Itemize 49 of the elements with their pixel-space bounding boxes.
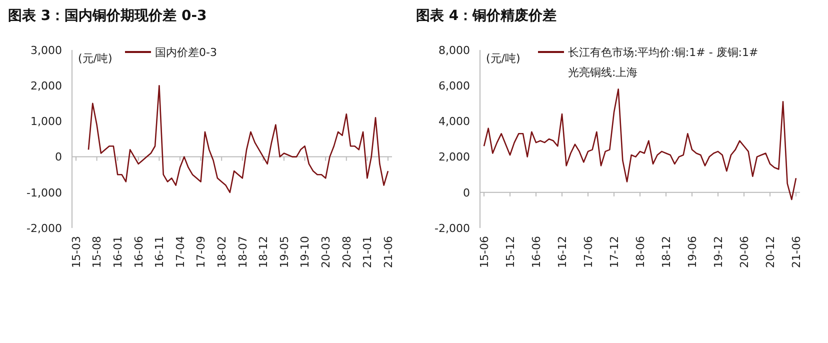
y-tick-label: -2,000 — [434, 222, 470, 235]
chart-title: 图表 4：铜价精废价差 — [416, 7, 557, 24]
x-tick-label: 18-12 — [257, 236, 270, 268]
x-tick-label: 19-06 — [686, 236, 699, 268]
x-tick-label: 21-01 — [361, 236, 374, 268]
x-tick-label: 18-06 — [634, 236, 647, 268]
y-tick-label: 2,000 — [30, 79, 62, 92]
x-tick-label: 16-06 — [530, 236, 543, 268]
x-tick-label: 19-05 — [278, 236, 291, 268]
line-series — [88, 84, 389, 194]
x-tick-label: 15-12 — [504, 236, 517, 268]
y-axis-title: (元/吨) — [78, 52, 112, 65]
x-tick-label: 18-07 — [236, 236, 250, 268]
x-tick-label: 17-06 — [582, 236, 595, 268]
x-tick-label: 15-03 — [70, 236, 83, 268]
x-tick-label: 16-01 — [111, 236, 124, 268]
x-tick-label: 20-12 — [764, 236, 777, 268]
x-tick-label: 17-04 — [174, 236, 187, 268]
y-tick-label: 8,000 — [438, 44, 470, 57]
legend-label: 国内价差0-3 — [155, 46, 217, 59]
y-tick-label: -2,000 — [26, 222, 62, 235]
x-tick-label: 20-08 — [340, 236, 354, 268]
x-tick-label: 21-06 — [382, 236, 395, 268]
chart-title: 图表 3：国内铜价期现价差 0-3 — [8, 8, 207, 24]
y-tick-label: 3,000 — [30, 44, 62, 57]
x-tick-label: 20-03 — [319, 236, 332, 268]
y-tick-label: 2,000 — [438, 150, 470, 164]
x-tick-label: 21-06 — [790, 236, 803, 268]
y-tick-label: 6,000 — [438, 79, 470, 92]
x-tick-label: 18-12 — [660, 236, 673, 268]
x-tick-label: 16-11 — [153, 236, 166, 268]
x-tick-label: 17-12 — [608, 236, 621, 268]
x-tick-label: 19-10 — [298, 236, 312, 268]
x-tick-label: 19-12 — [712, 236, 725, 268]
legend-label: 长江有色市场:平均价:铜:1# - 废铜:1# 光亮铜线:上海 — [568, 46, 758, 79]
y-axis-title: (元/吨) — [486, 52, 520, 65]
y-tick-label: -1,000 — [26, 186, 62, 200]
line-series — [483, 88, 797, 200]
x-tick-label: 16-12 — [556, 236, 569, 268]
y-tick-label: 0 — [55, 150, 62, 164]
y-tick-label: 4,000 — [438, 115, 470, 128]
x-tick-label: 16-06 — [132, 236, 146, 268]
x-tick-label: 15-06 — [478, 236, 491, 268]
x-tick-label: 15-08 — [90, 236, 104, 268]
x-tick-label: 17-09 — [194, 236, 208, 268]
y-tick-label: 1,000 — [30, 115, 62, 128]
y-tick-label: 0 — [463, 186, 470, 200]
x-tick-label: 18-02 — [215, 236, 228, 268]
x-tick-label: 20-06 — [738, 236, 751, 268]
